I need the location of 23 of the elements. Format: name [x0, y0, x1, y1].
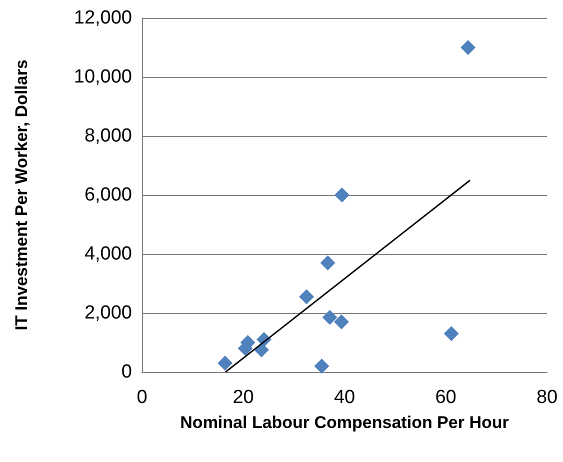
x-tick-label: 20 — [232, 387, 254, 408]
point — [334, 314, 349, 330]
y-tick-label: 6,000 — [84, 184, 132, 206]
x-tick-label: 60 — [435, 387, 456, 408]
point — [322, 310, 338, 325]
y-tick-label: 2,000 — [84, 302, 132, 324]
point — [460, 40, 476, 55]
point — [444, 326, 459, 342]
x-tick-label: 0 — [136, 387, 148, 408]
y-tick-label: 4,000 — [84, 244, 132, 264]
x-tick-label: 40 — [334, 387, 356, 408]
y-tick-label: 8,000 — [84, 126, 132, 146]
point — [314, 358, 330, 374]
y-tick-label: 0 — [121, 362, 132, 382]
x-axis-title: Nominal Labour Compensation Per Hour — [180, 413, 510, 432]
point — [320, 255, 336, 270]
point — [334, 188, 350, 202]
y-tick-label: 12,000 — [74, 8, 132, 28]
y-tick-label: 10,000 — [74, 66, 132, 88]
x-tick-label: 80 — [536, 387, 558, 408]
point — [299, 289, 314, 304]
point — [218, 356, 233, 371]
y-axis-title: IT Investment Per Worker, Dollars — [12, 60, 31, 330]
